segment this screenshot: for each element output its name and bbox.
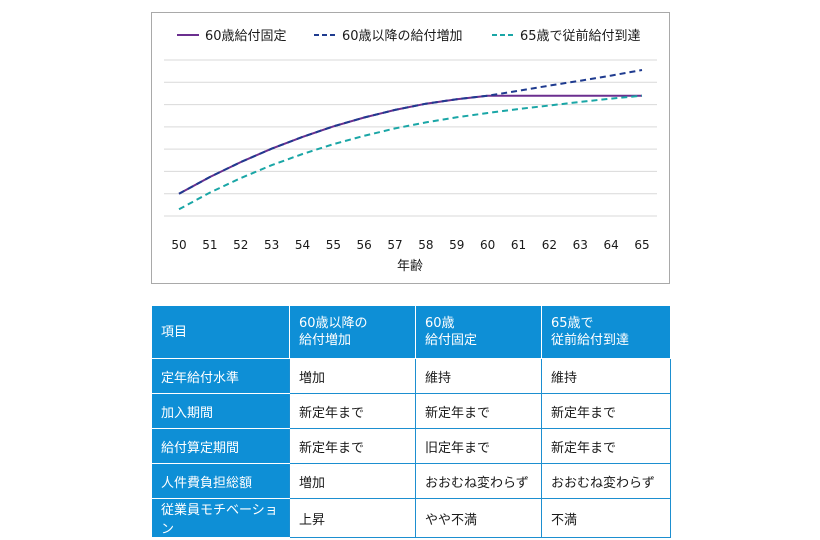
x-tick-label: 61 [511, 238, 526, 252]
table-header-row: 項目 60歳以降の 給付増加 60歳 給付固定 65歳で 従前給付到達 [151, 305, 671, 359]
series-line-2 [178, 69, 643, 195]
legend-label-1: 60歳給付固定 [205, 29, 287, 44]
header-reach65: 65歳で 従前給付到達 [541, 305, 671, 359]
table-cell: 維持 [415, 358, 542, 394]
x-tick-label: 65 [634, 238, 649, 252]
table-cell: 新定年まで [541, 393, 671, 429]
table-cell: おおむね変わらず [415, 463, 542, 499]
table-cell: 増加 [289, 358, 416, 394]
table-cell: 上昇 [289, 498, 416, 538]
table-cell: 旧定年まで [415, 428, 542, 464]
x-tick-label: 60 [480, 238, 495, 252]
table-cell: 新定年まで [541, 428, 671, 464]
table-cell: おおむね変わらず [541, 463, 671, 499]
series-line-1 [178, 94, 642, 195]
header-increase: 60歳以降の 給付増加 [289, 305, 416, 359]
row-label: 給付算定期間 [151, 428, 290, 464]
x-tick-label: 58 [418, 238, 433, 252]
x-tick-label: 51 [202, 238, 217, 252]
x-tick-label: 62 [542, 238, 557, 252]
x-tick-label: 52 [233, 238, 248, 252]
x-tick-label: 53 [264, 238, 279, 252]
table-cell: 新定年まで [415, 393, 542, 429]
row-label: 人件費負担総額 [151, 463, 290, 499]
x-tick-label: 63 [573, 238, 588, 252]
legend-label-2: 60歳以降の給付増加 [342, 29, 463, 44]
comparison-table: 項目 60歳以降の 給付増加 60歳 給付固定 65歳で 従前給付到達 定年給付… [151, 305, 671, 538]
x-tick-label: 55 [326, 238, 341, 252]
x-axis-title: 年齢 [397, 259, 423, 274]
legend-label-3: 65歳で従前給付到達 [520, 28, 641, 44]
table-row: 給付算定期間 新定年まで 旧定年まで 新定年まで [151, 428, 671, 464]
table-cell: 新定年まで [289, 393, 416, 429]
row-label: 定年給付水準 [151, 358, 290, 394]
row-label: 従業員モチベーション [151, 498, 290, 538]
header-item: 項目 [151, 305, 290, 359]
x-tick-label: 64 [603, 238, 618, 252]
row-label: 加入期間 [151, 393, 290, 429]
table-cell: 不満 [541, 498, 671, 538]
x-tick-label: 50 [171, 238, 186, 252]
table-row: 人件費負担総額 増加 おおむね変わらず おおむね変わらず [151, 463, 671, 499]
table-cell: 維持 [541, 358, 671, 394]
table-row: 定年給付水準 増加 維持 維持 [151, 358, 671, 394]
series-line-3 [178, 94, 643, 211]
chart-frame: 60歳給付固定 60歳以降の給付増加 65歳で従前給付到達 50 51 52 53 54 55… [151, 12, 670, 284]
table-cell: やや不満 [415, 498, 542, 538]
x-tick-label: 59 [449, 238, 464, 252]
table-cell: 増加 [289, 463, 416, 499]
table-row: 従業員モチベーション 上昇 やや不満 不満 [151, 498, 671, 538]
x-tick-label: 57 [387, 238, 402, 252]
line-chart: 60歳給付固定 60歳以降の給付増加 65歳で従前給付到達 50 51 52 53 54 55… [164, 28, 657, 274]
header-fixed: 60歳 給付固定 [415, 305, 542, 359]
table-row: 加入期間 新定年まで 新定年まで 新定年まで [151, 393, 671, 429]
x-tick-label: 54 [295, 238, 310, 252]
x-tick-label: 56 [357, 238, 372, 252]
table-cell: 新定年まで [289, 428, 416, 464]
